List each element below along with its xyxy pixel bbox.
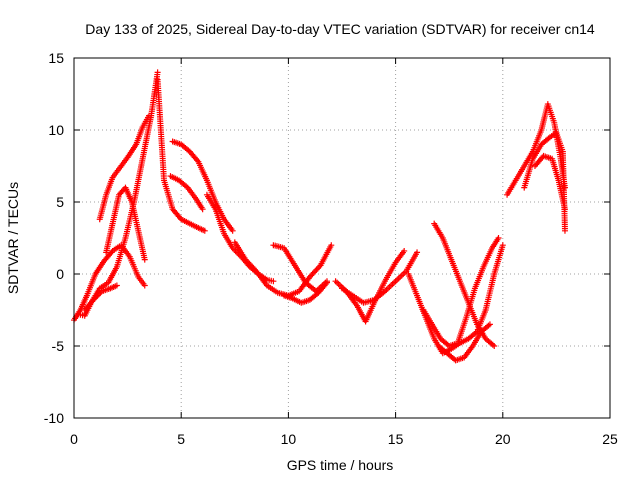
x-tick-label: 5 xyxy=(177,431,185,447)
y-tick-label: -5 xyxy=(52,338,65,354)
y-axis-label: SDTVAR / TECUs xyxy=(5,182,21,294)
data-point xyxy=(486,321,493,328)
x-tick-label: 0 xyxy=(70,431,78,447)
data-point xyxy=(141,282,148,289)
y-tick-label: 0 xyxy=(56,266,64,282)
y-tick-label: 5 xyxy=(56,194,64,210)
x-axis-label: GPS time / hours xyxy=(287,457,394,473)
x-tick-label: 10 xyxy=(281,431,297,447)
data-point xyxy=(229,227,236,234)
data-points xyxy=(71,69,568,364)
data-point xyxy=(201,227,208,234)
data-point xyxy=(146,112,153,119)
data-point xyxy=(199,206,206,213)
x-tick-label: 15 xyxy=(388,431,404,447)
y-tick-label: -10 xyxy=(44,410,64,426)
x-tick-label: 20 xyxy=(495,431,511,447)
data-point xyxy=(561,206,568,213)
data-point xyxy=(414,249,421,256)
plot-frame xyxy=(73,57,611,419)
data-point xyxy=(491,343,498,349)
grid xyxy=(74,58,610,418)
data-point xyxy=(401,247,408,254)
x-tick-label: 25 xyxy=(602,431,618,447)
y-tick-label: 10 xyxy=(48,122,64,138)
data-point xyxy=(499,242,506,249)
chart-title: Day 133 of 2025, Sidereal Day-to-day VTE… xyxy=(85,21,595,37)
data-point xyxy=(113,282,120,289)
data-point xyxy=(270,278,277,285)
data-point xyxy=(328,242,335,249)
y-tick-label: 15 xyxy=(48,50,64,66)
data-point xyxy=(495,235,502,241)
data-point xyxy=(141,256,148,263)
data-point xyxy=(323,279,330,286)
data-point xyxy=(154,69,161,76)
data-point xyxy=(561,227,568,234)
